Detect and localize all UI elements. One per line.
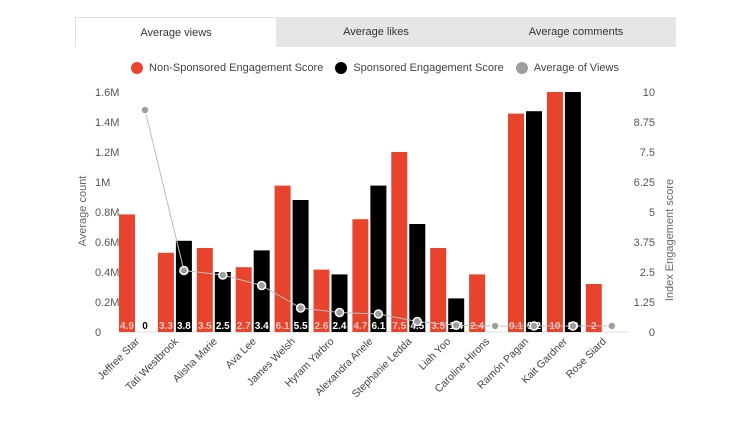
- tab-average-comments[interactable]: Average comments: [528, 26, 624, 38]
- right-tick-label: 7.5: [640, 147, 655, 159]
- left-axis: 0 0.2M 0.4M 0.6M 0.8M 1M 1.2M 1.4M 1.6M: [95, 87, 119, 339]
- right-tick-label: 5: [649, 207, 655, 219]
- bars-group: 4.9 0 3.3 3.8 3.5 2.5 2.7 3.4 6.1 5.5 2.6 2.4 4.7 6.1…: [119, 92, 615, 332]
- views-point[interactable]: [373, 309, 384, 319]
- bar-label-sponsored: 6.1: [371, 321, 385, 332]
- left-tick-label: 1.6M: [95, 87, 119, 99]
- bar-sponsored[interactable]: [253, 250, 270, 332]
- left-tick-label: 0.4M: [95, 267, 119, 279]
- tab-bar: Average views Average likes Average comm…: [75, 17, 676, 47]
- bar-label-sponsored: 3.8: [177, 321, 191, 332]
- views-point[interactable]: [256, 280, 267, 291]
- right-axis: 0 1.25 2.5 3.75 5 6.25 7.5 8.75 10: [634, 87, 655, 339]
- views-point[interactable]: [295, 303, 306, 313]
- left-tick-label: 0.2M: [95, 297, 119, 309]
- legend-swatch-sponsored: [335, 62, 348, 74]
- bar-sponsored[interactable]: [526, 111, 542, 332]
- bar-label-sponsored: 2.5: [216, 321, 230, 332]
- bar-non-sponsored[interactable]: [313, 269, 330, 332]
- bar-label-non-sponsored: 2.7: [237, 321, 251, 332]
- legend-item-sponsored[interactable]: Sponsored Engagement Score: [335, 62, 504, 74]
- bar-non-sponsored[interactable]: [235, 267, 252, 332]
- right-tick-label: 0: [649, 327, 655, 339]
- bar-label-non-sponsored: 9.1: [509, 321, 523, 332]
- bar-non-sponsored[interactable]: [119, 214, 135, 332]
- bar-sponsored[interactable]: [370, 185, 387, 332]
- left-tick-label: 0.6M: [95, 237, 119, 249]
- bar-label-non-sponsored: 3.5: [431, 321, 445, 332]
- legend-label-non-sponsored: Non-Sponsored Engagement Score: [149, 62, 324, 74]
- bar-non-sponsored[interactable]: [546, 92, 563, 332]
- views-point[interactable]: [412, 316, 423, 327]
- bar-non-sponsored[interactable]: [157, 252, 174, 332]
- right-tick-label: 1.25: [634, 297, 655, 309]
- x-tick-label: Liah Yoo: [416, 336, 453, 373]
- bar-sponsored[interactable]: [331, 274, 348, 332]
- views-line-group: [140, 105, 617, 331]
- x-tick-label: Ava Lee: [223, 336, 259, 372]
- views-point[interactable]: [529, 321, 539, 331]
- legend-item-non-sponsored[interactable]: Non-Sponsored Engagement Score: [131, 62, 323, 74]
- right-axis-title: Index Engagement score: [664, 179, 676, 301]
- bar-non-sponsored[interactable]: [274, 185, 291, 332]
- legend-swatch-non-sponsored: [131, 62, 144, 74]
- bar-label-non-sponsored: 4.9: [120, 321, 134, 332]
- left-tick-label: 0.8M: [95, 207, 119, 219]
- bar-label-non-sponsored: 2.4: [470, 321, 484, 332]
- tab-average-likes[interactable]: Average likes: [343, 26, 409, 38]
- bar-label-non-sponsored: 4.7: [353, 321, 367, 332]
- views-point[interactable]: [140, 105, 150, 115]
- legend-swatch-views: [515, 62, 528, 74]
- bar-label-non-sponsored: 3.3: [159, 321, 173, 332]
- x-tick-label: Rose Siard: [564, 336, 609, 381]
- bar-label-non-sponsored: 6.1: [276, 321, 290, 332]
- views-point[interactable]: [218, 270, 228, 280]
- right-tick-label: 3.75: [634, 237, 655, 249]
- bar-label-sponsored: 2.4: [333, 321, 347, 332]
- views-point[interactable]: [179, 265, 189, 276]
- legend-item-views[interactable]: Average of Views: [515, 62, 619, 74]
- right-tick-label: 8.75: [634, 117, 655, 129]
- bar-label-sponsored: 3.4: [255, 321, 269, 332]
- views-point[interactable]: [451, 320, 461, 330]
- right-tick-label: 10: [643, 87, 655, 99]
- bar-label-non-sponsored: 2.6: [315, 321, 329, 332]
- bar-non-sponsored[interactable]: [585, 284, 602, 332]
- bar-sponsored[interactable]: [292, 200, 309, 332]
- bar-non-sponsored[interactable]: [430, 248, 447, 332]
- left-axis-title: Average count: [77, 176, 89, 247]
- bar-label-sponsored: 0: [142, 321, 148, 332]
- bar-non-sponsored[interactable]: [196, 248, 213, 332]
- left-tick-label: 0: [95, 327, 101, 339]
- legend-label-sponsored: Sponsored Engagement Score: [353, 62, 504, 74]
- bar-sponsored[interactable]: [564, 92, 581, 332]
- views-point[interactable]: [490, 321, 500, 331]
- bar-non-sponsored[interactable]: [352, 219, 369, 332]
- bar-label-non-sponsored: 3.5: [198, 321, 212, 332]
- legend-label-views: Average of Views: [533, 62, 619, 74]
- right-tick-label: 6.25: [634, 177, 655, 189]
- bar-non-sponsored[interactable]: [391, 152, 408, 332]
- bar-label-sponsored: 5.5: [294, 321, 308, 332]
- bar-sponsored[interactable]: [175, 240, 192, 332]
- views-point[interactable]: [607, 321, 617, 331]
- bar-label-sponsored: 4.5: [410, 321, 424, 332]
- bar-non-sponsored[interactable]: [508, 113, 524, 332]
- bar-sponsored[interactable]: [214, 272, 231, 332]
- bar-sponsored[interactable]: [409, 224, 426, 332]
- left-tick-label: 1.2M: [95, 147, 119, 159]
- left-tick-label: 1.4M: [95, 117, 119, 129]
- bar-non-sponsored[interactable]: [469, 274, 486, 332]
- views-point[interactable]: [334, 307, 345, 318]
- right-tick-label: 2.5: [640, 267, 655, 279]
- views-point[interactable]: [568, 321, 578, 331]
- tab-average-views[interactable]: Average views: [75, 17, 276, 47]
- chart-legend: Non-Sponsored Engagement Score Sponsored…: [0, 62, 750, 74]
- left-tick-label: 1M: [95, 177, 110, 189]
- bar-label-non-sponsored: 7.5: [392, 321, 406, 332]
